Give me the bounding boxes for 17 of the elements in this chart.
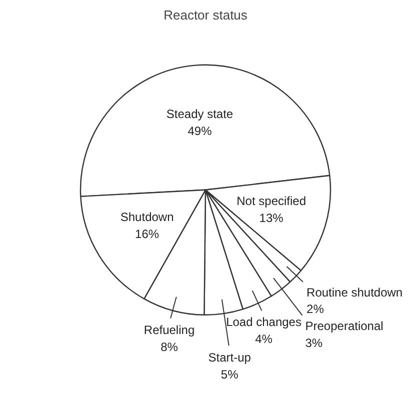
data-label: 8%	[160, 340, 178, 354]
slice-label: Not specified	[236, 194, 306, 208]
data-label: 16%	[135, 226, 160, 241]
data-label: 3%	[305, 336, 323, 350]
chart-title: Reactor status	[164, 8, 248, 22]
data-label: 2%	[306, 302, 324, 316]
data-label: 49%	[188, 124, 212, 138]
slice-label: Refueling	[144, 322, 195, 337]
slice-label: Shutdown	[120, 210, 174, 224]
data-label: 4%	[255, 332, 273, 346]
legend-label: Load changes	[226, 315, 302, 330]
data-label: 13%	[259, 210, 284, 225]
slice-label: Start-up	[208, 350, 252, 365]
data-label: 5%	[220, 367, 239, 382]
slice-label: Routine shutdown	[306, 285, 403, 300]
slice-label: Preoperational	[305, 319, 384, 334]
slice-label: Steady state	[166, 107, 234, 122]
